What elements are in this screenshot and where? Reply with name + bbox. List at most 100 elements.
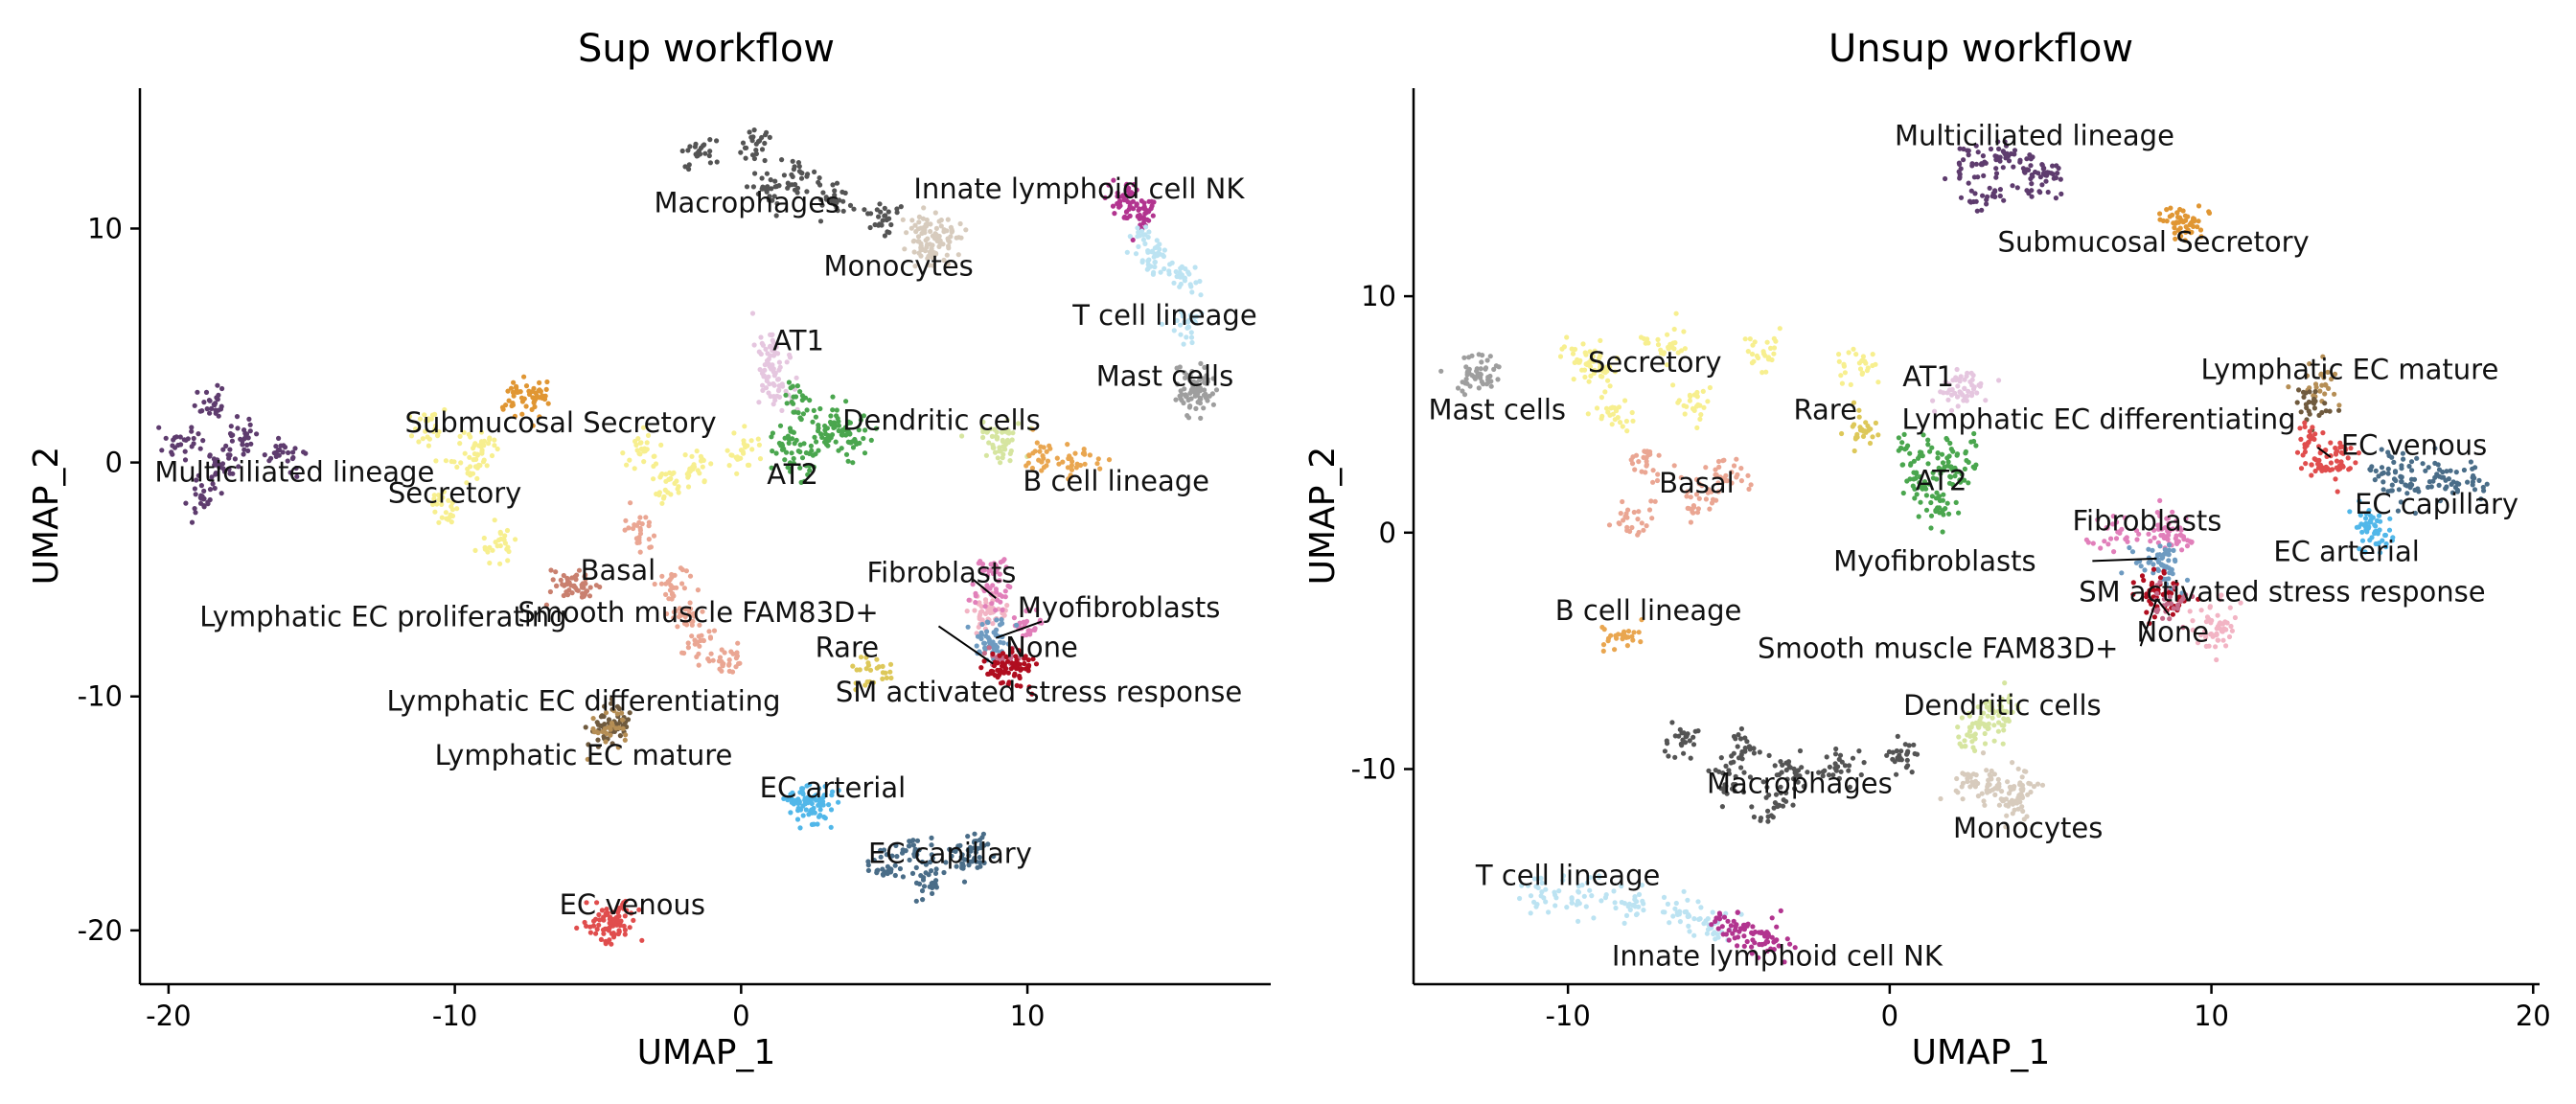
data-point — [431, 496, 437, 502]
data-point — [900, 874, 907, 880]
data-point — [2185, 227, 2191, 233]
data-point — [790, 383, 795, 389]
data-point — [1758, 817, 1763, 823]
data-point — [928, 228, 933, 235]
data-point — [692, 144, 699, 150]
data-point — [2006, 696, 2012, 702]
data-point — [1539, 889, 1545, 895]
data-point — [865, 862, 871, 868]
data-point — [1973, 772, 1979, 778]
data-point — [1598, 337, 1603, 343]
data-point — [1150, 213, 1156, 218]
data-point — [978, 604, 984, 610]
data-point — [1588, 373, 1594, 379]
data-point — [615, 745, 621, 750]
data-point — [1839, 380, 1845, 386]
data-point — [1671, 346, 1677, 352]
data-point — [1975, 150, 1981, 155]
data-point — [583, 724, 588, 730]
data-point — [930, 880, 935, 886]
data-point — [1594, 405, 1600, 411]
data-point — [2178, 233, 2184, 239]
data-point — [2085, 540, 2091, 545]
data-point — [1629, 524, 1635, 531]
data-point — [1746, 486, 1752, 492]
data-point — [916, 239, 922, 244]
data-point — [170, 443, 175, 448]
data-point — [1005, 670, 1011, 676]
data-point — [731, 430, 737, 436]
data-point — [933, 878, 939, 884]
data-point — [505, 388, 511, 394]
cluster-label: None — [1005, 631, 1078, 663]
data-point — [647, 544, 653, 550]
data-point — [2119, 526, 2125, 532]
cluster-at1 — [1930, 366, 2002, 414]
data-point — [979, 621, 985, 628]
cluster-dendritic-cells — [959, 417, 1034, 466]
data-point — [646, 537, 652, 542]
data-point — [1906, 743, 1912, 748]
data-point — [1997, 702, 2003, 708]
data-point — [1587, 349, 1593, 355]
data-point — [1930, 475, 1936, 481]
data-point — [833, 439, 839, 445]
data-point — [1895, 733, 1900, 740]
data-point — [671, 615, 677, 621]
data-point — [1671, 326, 1677, 333]
cluster-basal — [1606, 448, 1754, 538]
data-point — [1784, 776, 1790, 782]
data-point — [574, 587, 580, 593]
data-point — [652, 581, 657, 587]
data-point — [1719, 924, 1725, 930]
data-point — [2340, 464, 2346, 470]
data-point — [200, 496, 207, 502]
data-point — [1928, 513, 1935, 518]
data-point — [2157, 513, 2163, 519]
data-point — [1953, 377, 1959, 382]
data-point — [2399, 478, 2404, 485]
data-point — [550, 577, 556, 583]
data-point — [629, 910, 634, 916]
data-point — [1695, 506, 1701, 512]
data-point — [1024, 666, 1029, 672]
data-point — [600, 927, 607, 932]
data-point — [1890, 749, 1896, 755]
data-point — [543, 386, 549, 392]
data-point — [929, 246, 934, 252]
data-point — [1873, 361, 1878, 367]
data-point — [616, 724, 622, 731]
data-point — [2050, 163, 2056, 169]
data-point — [1661, 894, 1668, 901]
data-point — [933, 225, 940, 231]
data-point — [2010, 801, 2015, 807]
data-point — [973, 590, 978, 597]
data-point — [622, 737, 628, 743]
data-point — [1719, 804, 1725, 810]
data-point — [2206, 209, 2212, 215]
data-point — [955, 252, 961, 258]
data-point — [189, 519, 196, 525]
data-point — [1030, 426, 1036, 432]
data-point — [449, 507, 455, 513]
data-point — [1846, 763, 1852, 769]
data-point — [2323, 464, 2329, 470]
data-point — [1852, 422, 1857, 427]
data-point — [2141, 577, 2147, 584]
data-point — [246, 416, 252, 422]
data-point — [1991, 771, 1997, 777]
data-point — [919, 887, 926, 894]
data-point — [2042, 172, 2048, 178]
data-point — [668, 492, 674, 497]
data-point — [1741, 770, 1747, 775]
data-point — [1623, 912, 1630, 919]
data-point — [1192, 320, 1199, 326]
data-point — [959, 852, 965, 858]
data-point — [620, 717, 626, 723]
data-point — [1824, 754, 1829, 760]
data-point — [1202, 387, 1208, 393]
data-point — [794, 437, 799, 443]
data-point — [880, 663, 886, 670]
data-point — [1620, 632, 1625, 637]
data-point — [873, 426, 880, 431]
